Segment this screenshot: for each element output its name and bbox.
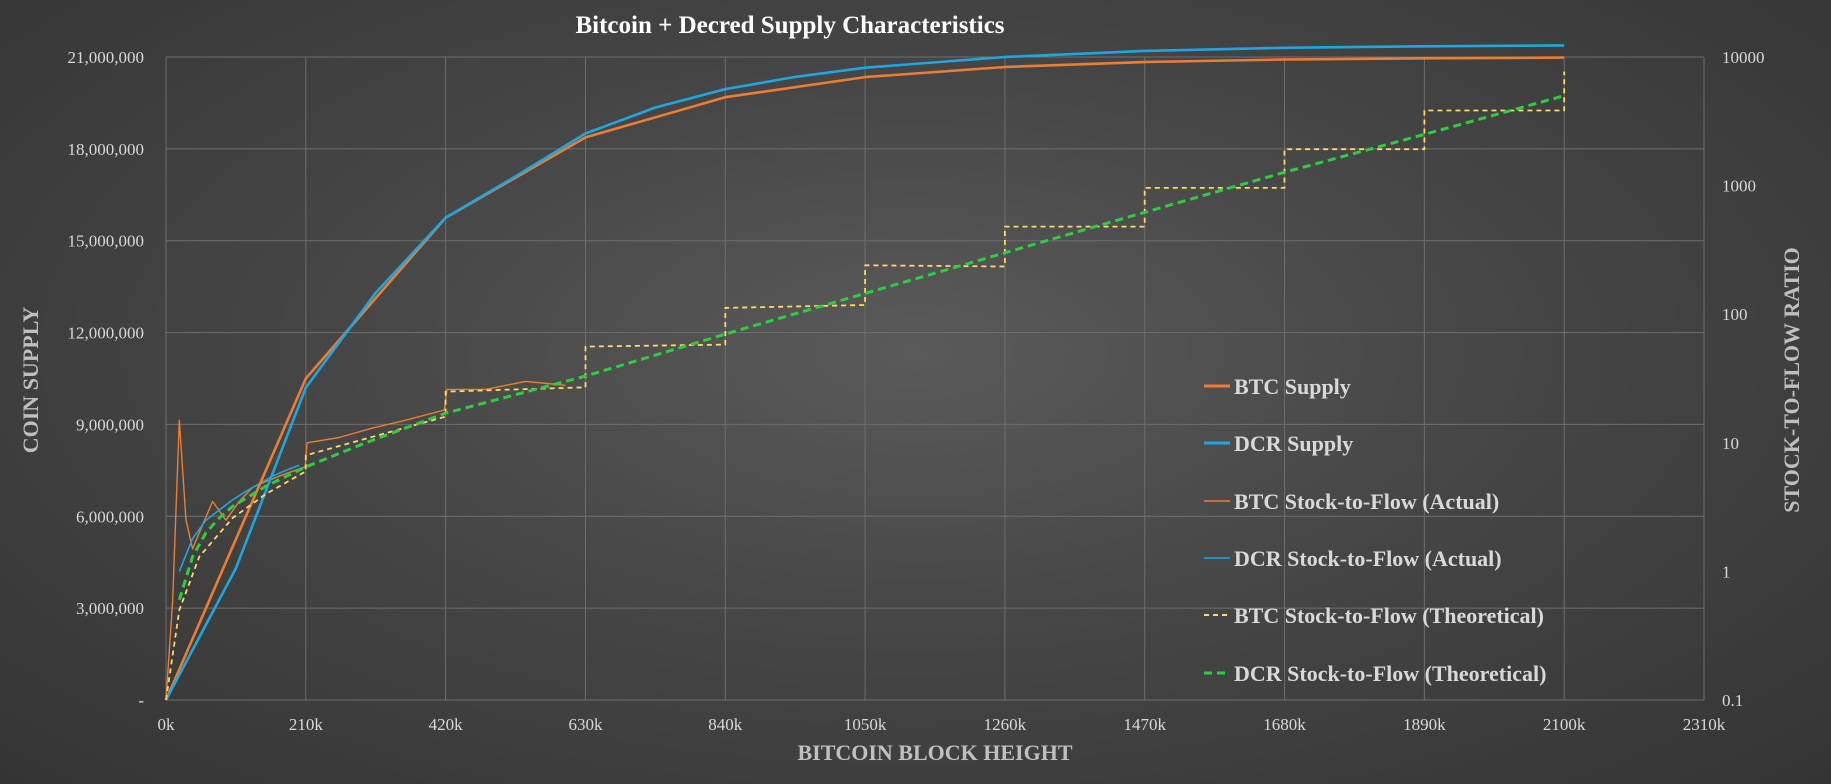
x-tick-label: 1890k xyxy=(1403,715,1446,734)
legend-label-dcr-s2f-theoretical: DCR Stock-to-Flow (Theoretical) xyxy=(1234,661,1546,686)
gridlines xyxy=(165,56,1705,701)
chart-title: Bitcoin + Decred Supply Characteristics xyxy=(575,12,1004,39)
x-tick-label: 2310k xyxy=(1683,715,1726,734)
x-tick-label: 1680k xyxy=(1263,715,1306,734)
legend-item-btc-s2f-actual: BTC Stock-to-Flow (Actual) xyxy=(1204,489,1499,514)
x-tick-label: 1470k xyxy=(1123,715,1166,734)
legend-label-dcr-s2f-actual: DCR Stock-to-Flow (Actual) xyxy=(1234,546,1502,571)
y-tick-label: 18,000,000 xyxy=(68,140,145,159)
y2-axis-title: STOCK-TO-FLOW RATIO xyxy=(1779,247,1804,512)
x-axis-ticks: 0k 210k 420k 630k 840k 1050k 1260k 1470k 1680k 18… xyxy=(158,715,1726,734)
x-tick-label: 840k xyxy=(708,715,743,734)
y-tick-label: 12,000,000 xyxy=(68,324,145,343)
x-axis-title: BITCOIN BLOCK HEIGHT xyxy=(797,740,1072,765)
series-dcr-s2f-theoretical xyxy=(177,94,1565,601)
y-axis-title: COIN SUPPLY xyxy=(18,307,43,454)
plot-area xyxy=(164,44,1705,701)
y2-tick-label: 0.1 xyxy=(1722,691,1743,710)
series-layer xyxy=(164,44,1566,701)
legend-label-dcr-supply: DCR Supply xyxy=(1234,431,1353,456)
x-tick-label: 2100k xyxy=(1543,715,1586,734)
y-tick-label: 6,000,000 xyxy=(76,507,144,526)
legend-label-btc-s2f-actual: BTC Stock-to-Flow (Actual) xyxy=(1234,489,1499,514)
series-btc-supply xyxy=(164,56,1565,701)
y2-axis-ticks: 0.1 1 10 100 1000 10000 xyxy=(1722,48,1765,710)
legend-label-btc-supply: BTC Supply xyxy=(1234,374,1351,399)
y2-tick-label: 100 xyxy=(1722,305,1748,324)
y-tick-label: 9,000,000 xyxy=(76,415,144,434)
x-tick-label: 210k xyxy=(289,715,324,734)
y-tick-label: 3,000,000 xyxy=(76,599,144,618)
y2-tick-label: 1000 xyxy=(1722,177,1756,196)
series-dcr-supply xyxy=(164,44,1565,701)
y2-tick-label: 10000 xyxy=(1722,48,1765,67)
x-tick-label: 630k xyxy=(568,715,603,734)
x-tick-label: 1260k xyxy=(984,715,1027,734)
x-tick-label: 0k xyxy=(158,715,176,734)
legend-label-btc-s2f-theoretical: BTC Stock-to-Flow (Theoretical) xyxy=(1234,603,1544,628)
y-axis-ticks: - 3,000,000 6,000,000 9,000,000 12,000,000 15… xyxy=(68,48,145,710)
legend-item-dcr-s2f-theoretical: DCR Stock-to-Flow (Theoretical) xyxy=(1204,661,1546,686)
legend-item-btc-supply: BTC Supply xyxy=(1204,374,1351,399)
legend-item-btc-s2f-theoretical: BTC Stock-to-Flow (Theoretical) xyxy=(1204,603,1544,628)
series-dcr-s2f-actual xyxy=(178,464,300,572)
series-btc-s2f-actual xyxy=(165,380,566,701)
legend: BTC Supply DCR Supply BTC Stock-to-Flow … xyxy=(1204,374,1546,686)
y2-tick-label: 1 xyxy=(1722,562,1731,581)
y-tick-label: - xyxy=(138,691,144,710)
x-tick-label: 1050k xyxy=(844,715,887,734)
y2-tick-label: 10 xyxy=(1722,434,1739,453)
y-tick-label: 15,000,000 xyxy=(68,232,145,251)
x-tick-label: 420k xyxy=(429,715,464,734)
series-btc-s2f-theoretical xyxy=(165,71,1566,701)
y-tick-label: 21,000,000 xyxy=(68,48,145,67)
legend-item-dcr-supply: DCR Supply xyxy=(1204,431,1353,456)
legend-item-dcr-s2f-actual: DCR Stock-to-Flow (Actual) xyxy=(1204,546,1502,571)
